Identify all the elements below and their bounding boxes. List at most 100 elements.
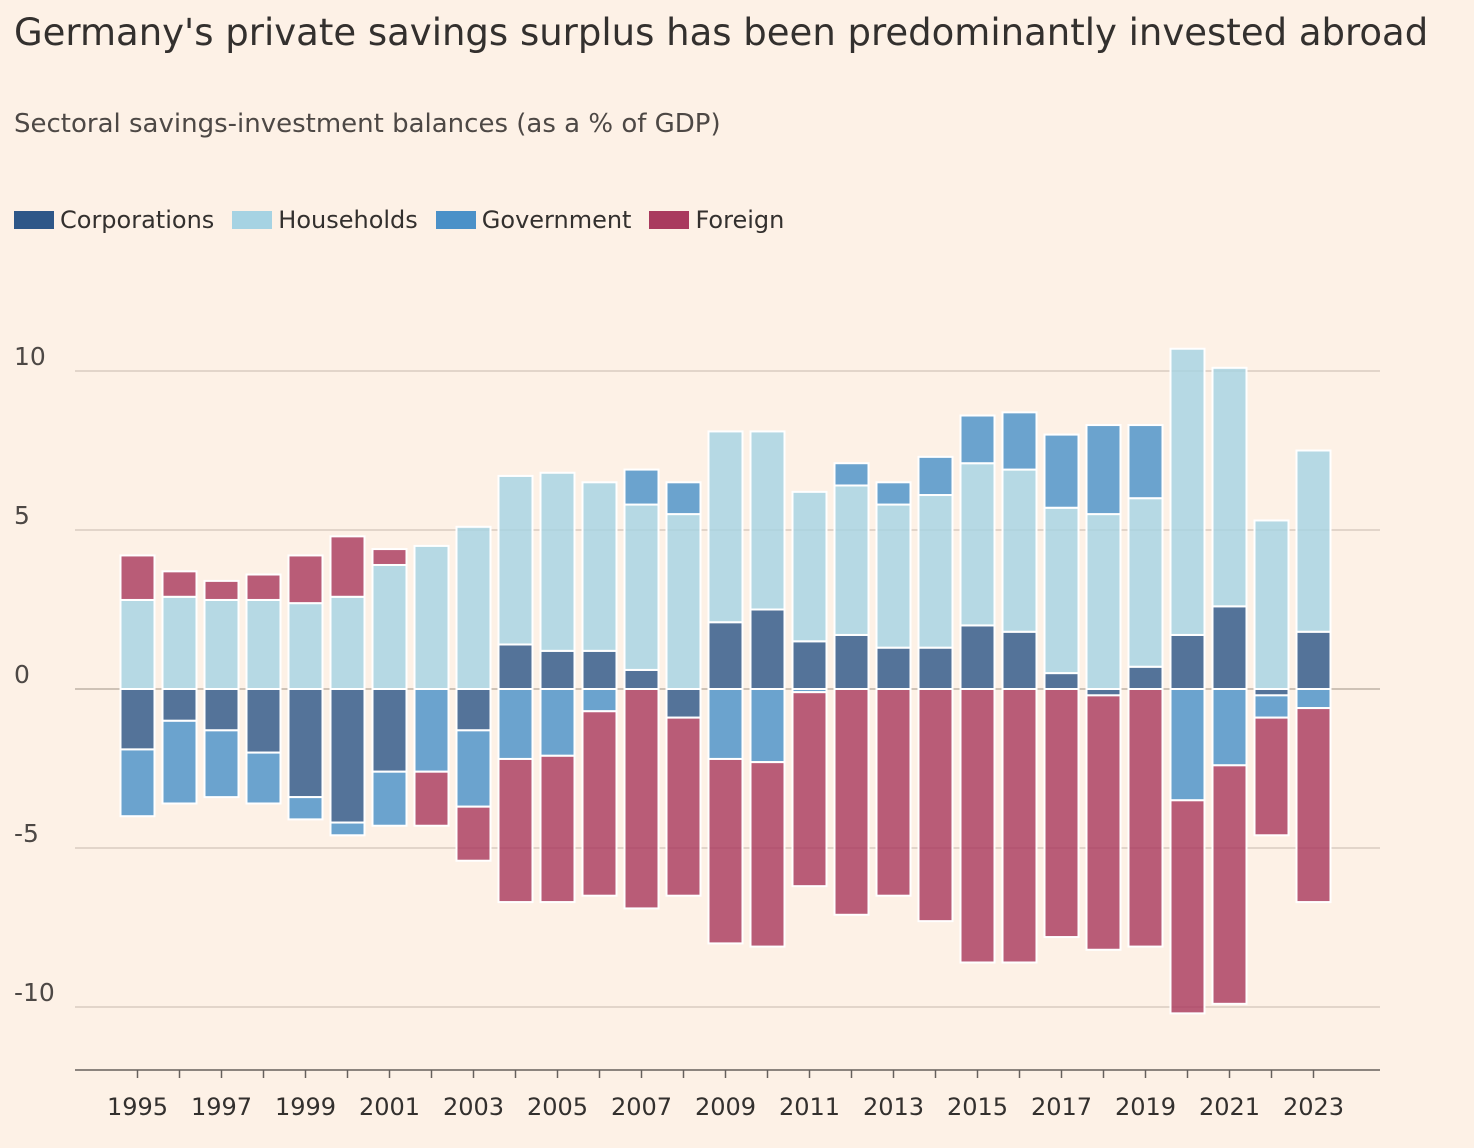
chart-subtitle: Sectoral savings-investment balances (as…: [14, 109, 721, 139]
y-tick-label: 0: [14, 660, 30, 689]
bar-foreign-2003: [455, 805, 492, 862]
legend-item-corporations: Corporations: [14, 202, 214, 238]
bar-corporations-2013: [875, 646, 912, 690]
bar-foreign-2004: [497, 757, 534, 904]
bar-government-2007: [623, 468, 660, 506]
bar-foreign-2001: [371, 548, 408, 566]
bar-foreign-2000: [329, 535, 366, 598]
bar-households-2006: [581, 481, 618, 652]
legend-label-foreign: Foreign: [695, 206, 785, 234]
bar-foreign-1995: [119, 554, 156, 601]
bar-foreign-2009: [707, 757, 744, 945]
bar-households-2000: [329, 595, 366, 691]
bar-households-2021: [1211, 366, 1248, 608]
bar-corporations-2016: [1001, 630, 1038, 691]
bar-corporations-2020: [1169, 633, 1206, 691]
bar-corporations-2015: [959, 624, 996, 691]
bar-government-2003: [455, 729, 492, 808]
bar-government-2017: [1043, 433, 1080, 509]
bar-government-2002: [413, 688, 450, 773]
x-tick-label: 2019: [1115, 1093, 1176, 1121]
bar-foreign-2011: [791, 691, 828, 888]
bar-corporations-2000: [329, 688, 366, 824]
legend: Corporations Households Government Forei…: [14, 202, 802, 238]
bar-corporations-1995: [119, 688, 156, 751]
bar-corporations-2006: [581, 649, 618, 691]
bar-government-2022: [1253, 694, 1290, 719]
bar-government-1999: [287, 796, 324, 821]
bar-households-2007: [623, 503, 660, 671]
bar-government-1995: [119, 748, 156, 818]
legend-swatch-government: [435, 211, 476, 229]
x-tick-label: 1997: [191, 1093, 252, 1121]
bar-foreign-2022: [1253, 716, 1290, 837]
bar-government-2013: [875, 481, 912, 506]
bar-government-1997: [203, 729, 240, 799]
bar-foreign-2008: [665, 716, 702, 897]
bar-foreign-2006: [581, 710, 618, 897]
y-tick-label: 10: [14, 342, 46, 371]
bar-foreign-1998: [245, 573, 282, 601]
bar-government-2023: [1295, 688, 1332, 710]
bar-households-2019: [1127, 497, 1164, 668]
x-tick-label: 2003: [443, 1093, 504, 1121]
bar-corporations-2023: [1295, 630, 1332, 691]
bar-corporations-2009: [707, 621, 744, 690]
bar-households-2014: [917, 494, 954, 649]
bar-households-2011: [791, 490, 828, 643]
bar-government-2015: [959, 414, 996, 465]
legend-label-government: Government: [481, 206, 632, 234]
x-tick-label: 2015: [947, 1093, 1008, 1121]
bar-foreign-2019: [1127, 688, 1164, 948]
bar-foreign-2020: [1169, 799, 1206, 1015]
y-tick-label: -5: [14, 819, 39, 848]
bar-households-2015: [959, 462, 996, 627]
chart-title: Germany's private savings surplus has be…: [14, 11, 1429, 54]
bar-foreign-2013: [875, 688, 912, 897]
bar-corporations-1999: [287, 688, 324, 799]
bar-corporations-2012: [833, 633, 870, 691]
bar-government-1998: [245, 751, 282, 805]
bar-foreign-2018: [1085, 694, 1122, 951]
bar-corporations-2011: [791, 640, 828, 690]
legend-item-households: Households: [232, 202, 418, 238]
bar-households-2002: [413, 544, 450, 691]
bars: [119, 347, 1332, 1015]
legend-swatch-corporations: [14, 211, 54, 229]
bar-foreign-2023: [1295, 707, 1332, 904]
bar-foreign-2005: [539, 754, 576, 904]
bar-government-2010: [749, 688, 786, 764]
bar-corporations-1998: [245, 688, 282, 754]
bar-households-2010: [749, 430, 786, 611]
y-tick-label: -10: [14, 978, 55, 1007]
bar-government-2001: [371, 770, 408, 827]
bar-households-1998: [245, 598, 282, 691]
x-tick-label: 1995: [107, 1093, 168, 1121]
bar-government-2014: [917, 455, 954, 497]
bar-corporations-2005: [539, 649, 576, 691]
x-tick-label: 2021: [1199, 1093, 1260, 1121]
x-tick-label: 2001: [359, 1093, 420, 1121]
bar-households-2017: [1043, 506, 1080, 675]
bar-government-2021: [1211, 688, 1248, 767]
bar-corporations-2001: [371, 688, 408, 773]
bar-households-2013: [875, 503, 912, 649]
bar-government-1996: [161, 719, 198, 805]
legend-swatch-households: [232, 211, 273, 229]
bar-foreign-1999: [287, 554, 324, 605]
bar-households-2004: [497, 474, 534, 646]
x-tick-label: 2011: [779, 1093, 840, 1121]
x-tick-label: 2007: [611, 1093, 672, 1121]
bar-corporations-2019: [1127, 665, 1164, 690]
bar-corporations-2014: [917, 646, 954, 690]
bar-government-2020: [1169, 688, 1206, 802]
bar-households-1996: [161, 595, 198, 691]
bar-government-2016: [1001, 411, 1038, 471]
bar-corporations-2003: [455, 688, 492, 732]
bar-households-2009: [707, 430, 744, 624]
bar-government-2006: [581, 688, 618, 713]
bar-households-2022: [1253, 519, 1290, 691]
bar-foreign-2016: [1001, 688, 1038, 964]
bar-foreign-2002: [413, 770, 450, 827]
